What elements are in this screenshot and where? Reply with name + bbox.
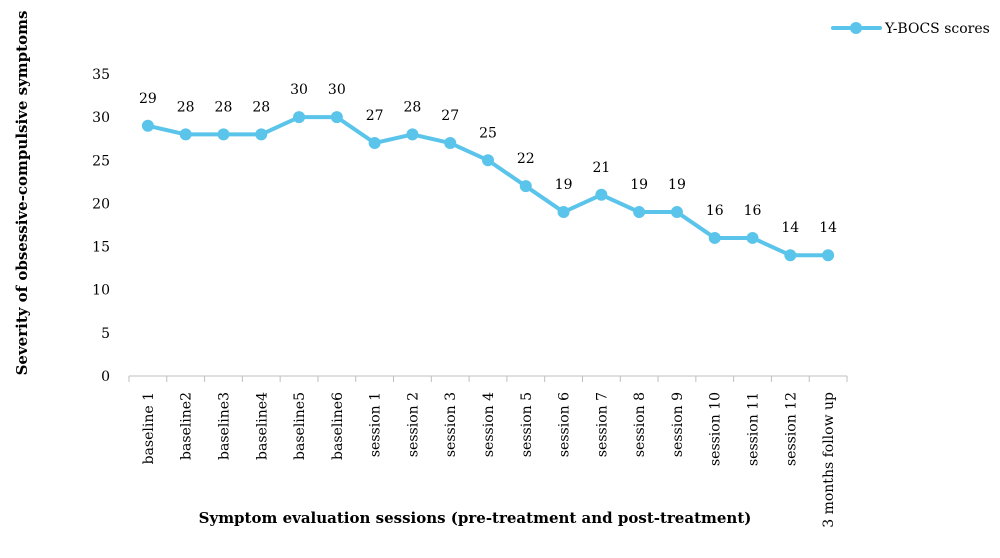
- y-tick-label: 0: [101, 369, 110, 385]
- data-label: 25: [479, 125, 497, 141]
- y-axis-ticks: 0 5 10 15 20 25 30 35: [92, 67, 110, 385]
- x-tick-label: session 5: [519, 392, 535, 457]
- data-label: 29: [139, 91, 157, 107]
- y-axis-title: Severity of obsessive-compulsive symptom…: [13, 11, 31, 376]
- data-point: [482, 154, 494, 167]
- data-point: [822, 249, 835, 262]
- x-tick-label: session 9: [670, 392, 686, 457]
- legend-label: Y-BOCS scores: [884, 21, 990, 37]
- data-point: [595, 188, 608, 201]
- data-point: [293, 111, 306, 124]
- x-axis-ticks: baseline 1 baseline2 baseline3 baseline4 bas…: [128, 376, 848, 528]
- y-tick-label: 5: [101, 326, 110, 342]
- data-label: 19: [668, 177, 686, 193]
- data-label: 14: [781, 220, 799, 236]
- data-label: 30: [328, 82, 346, 98]
- x-tick-label: session 8: [632, 392, 648, 457]
- x-tick-label: session 3: [443, 392, 459, 457]
- x-tick-label: session 2: [405, 392, 421, 457]
- y-tick-label: 30: [92, 110, 110, 126]
- x-tick-label: baseline 1: [141, 392, 157, 464]
- data-labels: 29 28 28 28 30 30 27 28 27 25 22 19 21 19 19 16 16 14 14: [139, 82, 837, 236]
- data-label: 28: [177, 99, 195, 115]
- x-tick-label: baseline6: [330, 392, 346, 460]
- data-label: 28: [404, 99, 422, 115]
- data-point: [557, 206, 570, 219]
- x-tick-label: session 12: [783, 392, 799, 466]
- data-point: [708, 231, 721, 244]
- data-label: 19: [555, 177, 573, 193]
- data-label: 27: [441, 108, 459, 124]
- series: [141, 111, 835, 262]
- data-point: [179, 128, 192, 141]
- legend: Y-BOCS scores: [831, 21, 990, 37]
- data-label: 14: [819, 220, 837, 236]
- y-tick-label: 35: [92, 67, 110, 83]
- x-tick-label: 3 months follow up: [821, 392, 837, 528]
- data-label: 27: [366, 108, 384, 124]
- data-point: [141, 119, 154, 132]
- y-tick-label: 15: [92, 240, 110, 256]
- data-point: [368, 137, 381, 150]
- x-tick-label: session 4: [481, 392, 497, 457]
- data-label: 16: [744, 203, 762, 219]
- x-tick-label: session 7: [594, 392, 610, 457]
- y-tick-label: 10: [92, 283, 110, 299]
- data-point: [633, 206, 646, 219]
- x-axis-title: Symptom evaluation sessions (pre-treatme…: [199, 509, 752, 527]
- data-point: [746, 231, 759, 244]
- data-label: 30: [290, 82, 308, 98]
- data-point: [330, 111, 343, 124]
- data-point: [217, 128, 230, 141]
- data-label: 22: [517, 151, 535, 167]
- x-tick-label: session 1: [368, 392, 384, 457]
- x-tick-label: session 6: [557, 392, 573, 457]
- data-point: [784, 249, 797, 262]
- x-tick-label: baseline4: [254, 392, 270, 460]
- y-tick-label: 25: [92, 153, 110, 169]
- data-label: 28: [215, 99, 233, 115]
- data-label: 21: [592, 160, 610, 176]
- x-tick-label: baseline5: [292, 392, 308, 460]
- y-tick-label: 20: [92, 196, 110, 212]
- data-point: [406, 128, 419, 141]
- data-label: 16: [706, 203, 724, 219]
- x-tick-label: baseline2: [179, 392, 195, 460]
- x-tick-label: baseline3: [216, 392, 232, 460]
- data-point: [519, 180, 532, 193]
- data-label: 28: [252, 99, 270, 115]
- data-point: [255, 128, 268, 141]
- data-label: 19: [630, 177, 648, 193]
- x-tick-label: session 11: [746, 392, 762, 466]
- legend-point-marker: [850, 22, 862, 34]
- data-point: [670, 206, 683, 219]
- x-tick-label: session 10: [708, 392, 724, 466]
- data-point: [444, 137, 457, 150]
